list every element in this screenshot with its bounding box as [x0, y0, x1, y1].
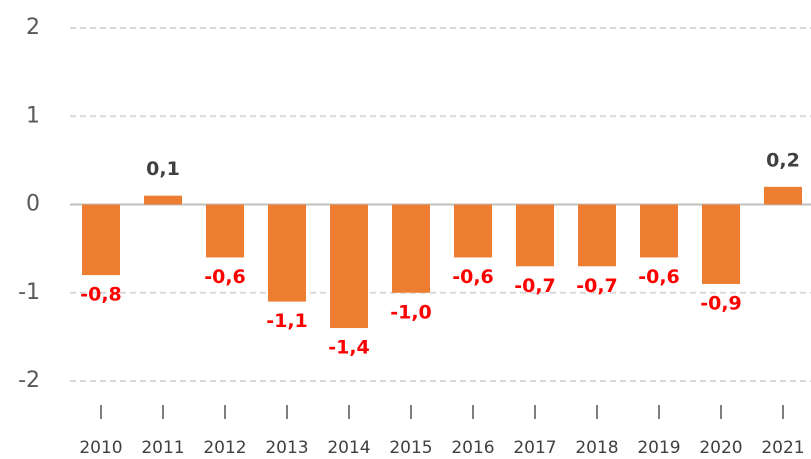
x-tick-label: 2010	[79, 438, 122, 458]
y-tick-label: 2	[26, 15, 40, 40]
value-label: -1,1	[266, 310, 308, 332]
value-label: 0,2	[766, 149, 800, 171]
value-label: -0,6	[452, 266, 494, 288]
y-tick-label: -1	[18, 280, 40, 305]
bar	[640, 204, 678, 258]
bar	[702, 204, 740, 284]
x-tick-label: 2012	[203, 438, 246, 458]
y-tick-label: 0	[26, 192, 40, 217]
bar	[206, 204, 244, 258]
bar	[454, 204, 492, 258]
bar	[764, 186, 802, 205]
bar	[144, 195, 182, 205]
value-label: -1,0	[390, 301, 432, 323]
value-label: 0,1	[146, 158, 180, 180]
value-label: -0,8	[80, 284, 122, 306]
value-label: -1,4	[328, 337, 370, 359]
x-tick-label: 2015	[389, 438, 432, 458]
bar	[268, 204, 306, 302]
x-tick-label: 2021	[761, 438, 804, 458]
x-tick-label: 2014	[327, 438, 370, 458]
bar	[578, 204, 616, 267]
x-tick-label: 2019	[637, 438, 680, 458]
y-tick-label: -2	[18, 368, 40, 393]
value-label: -0,6	[204, 266, 246, 288]
x-tick-label: 2016	[451, 438, 494, 458]
x-tick-label: 2011	[141, 438, 184, 458]
x-tick-label: 2018	[575, 438, 618, 458]
bar	[82, 204, 120, 276]
bar	[516, 204, 554, 267]
bar	[330, 204, 368, 329]
x-tick-label: 2020	[699, 438, 742, 458]
value-label: -0,7	[514, 275, 556, 297]
value-label: -0,6	[638, 266, 680, 288]
y-tick-label: 1	[26, 103, 40, 128]
bar	[392, 204, 430, 293]
x-tick-label: 2013	[265, 438, 308, 458]
value-label: -0,9	[700, 292, 742, 314]
x-tick-label: 2017	[513, 438, 556, 458]
value-label: -0,7	[576, 275, 618, 297]
